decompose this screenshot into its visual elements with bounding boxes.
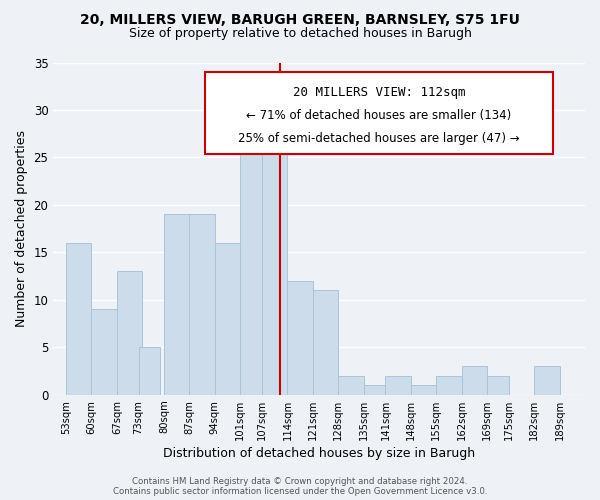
Text: 20 MILLERS VIEW: 112sqm: 20 MILLERS VIEW: 112sqm <box>293 86 465 99</box>
Bar <box>287 281 313 395</box>
Bar <box>262 138 287 395</box>
Bar <box>66 243 91 395</box>
Text: 20, MILLERS VIEW, BARUGH GREEN, BARNSLEY, S75 1FU: 20, MILLERS VIEW, BARUGH GREEN, BARNSLEY… <box>80 12 520 26</box>
Text: ← 71% of detached houses are smaller (134): ← 71% of detached houses are smaller (13… <box>247 109 512 122</box>
Bar <box>190 214 215 395</box>
Bar <box>411 386 436 395</box>
Y-axis label: Number of detached properties: Number of detached properties <box>15 130 28 327</box>
Bar <box>240 138 262 395</box>
Text: Contains HM Land Registry data © Crown copyright and database right 2024.: Contains HM Land Registry data © Crown c… <box>132 477 468 486</box>
Bar <box>91 310 117 395</box>
Bar <box>385 376 411 395</box>
Bar <box>461 366 487 395</box>
Bar <box>215 243 240 395</box>
Bar <box>364 386 385 395</box>
Bar <box>313 290 338 395</box>
Bar <box>117 272 142 395</box>
Text: Size of property relative to detached houses in Barugh: Size of property relative to detached ho… <box>128 28 472 40</box>
Bar <box>534 366 560 395</box>
FancyBboxPatch shape <box>205 72 553 154</box>
Text: Contains public sector information licensed under the Open Government Licence v3: Contains public sector information licen… <box>113 487 487 496</box>
Bar <box>164 214 190 395</box>
Bar <box>487 376 509 395</box>
X-axis label: Distribution of detached houses by size in Barugh: Distribution of detached houses by size … <box>163 447 475 460</box>
Bar <box>338 376 364 395</box>
Bar <box>139 348 160 395</box>
Bar <box>436 376 461 395</box>
Text: 25% of semi-detached houses are larger (47) →: 25% of semi-detached houses are larger (… <box>238 132 520 145</box>
